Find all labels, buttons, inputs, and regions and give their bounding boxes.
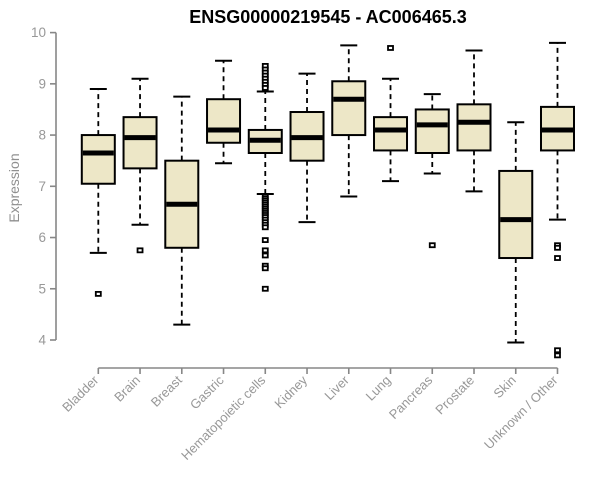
y-tick-label: 9	[38, 76, 46, 91]
y-axis: 4 5 6 7 8 9 10	[31, 25, 57, 348]
outlier-point	[94, 290, 102, 297]
x-category-label: Bladder	[59, 372, 102, 415]
boxplot-unknown-other	[539, 41, 575, 359]
x-category-label: Unknown / Other	[481, 372, 561, 452]
iqr-box	[206, 98, 242, 144]
outlier-point	[554, 244, 561, 251]
x-category-label: Skin	[490, 373, 518, 401]
outlier-point	[387, 45, 394, 51]
iqr-box	[498, 169, 534, 260]
outlier-point	[428, 242, 436, 249]
outlier-point	[136, 247, 144, 254]
iqr-box	[122, 116, 158, 170]
outlier-point	[261, 224, 269, 231]
boxplot-bladder	[80, 87, 116, 297]
outlier-point	[261, 237, 269, 243]
y-tick-label: 6	[38, 230, 46, 245]
x-category-label: Prostate	[432, 373, 477, 418]
x-category-label: Liver	[321, 372, 352, 403]
boxplot-skin	[498, 121, 534, 344]
x-category-label: Lung	[363, 373, 394, 404]
outlier-point	[261, 247, 269, 254]
y-tick-label: 8	[38, 128, 46, 143]
iqr-box	[456, 103, 492, 152]
iqr-box	[373, 116, 409, 152]
outlier-point	[261, 285, 269, 292]
outlier-point	[261, 85, 269, 91]
x-category-label: Gastric	[187, 372, 227, 412]
boxplot-gastric	[206, 59, 242, 165]
outlier-point	[554, 255, 561, 261]
boxplot-lung	[373, 45, 409, 183]
boxplot-breast	[164, 95, 200, 326]
iqr-box	[80, 134, 116, 185]
outlier-point	[554, 352, 561, 359]
y-tick-label: 10	[31, 25, 46, 40]
x-category-label: Pancreas	[386, 372, 436, 422]
outlier-point	[261, 252, 269, 259]
iqr-box	[331, 80, 367, 137]
y-tick-label: 4	[38, 333, 46, 348]
y-tick-label: 5	[38, 281, 46, 296]
chart-title: ENSG00000219545 - AC006465.3	[189, 7, 467, 27]
boxplot-kidney	[289, 72, 325, 224]
x-category-label: Breast	[148, 372, 185, 409]
boxplot-liver	[331, 44, 367, 198]
x-category-label: Brain	[111, 373, 143, 405]
boxplot-prostate	[456, 49, 492, 193]
y-tick-label: 7	[38, 179, 46, 194]
boxplot-brain	[122, 77, 158, 254]
outlier-point	[554, 347, 561, 354]
boxplot-hematopoietic-cells	[247, 63, 283, 292]
boxplot-pancreas	[414, 93, 450, 249]
y-axis-label: Expression	[6, 153, 22, 223]
x-category-label: Kidney	[271, 372, 310, 411]
iqr-box	[414, 108, 450, 154]
outlier-point	[261, 265, 269, 272]
